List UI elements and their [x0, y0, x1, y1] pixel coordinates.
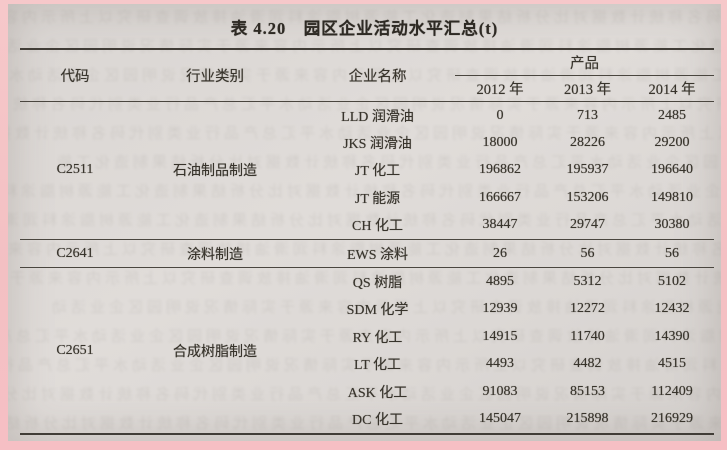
code-cell: C2641 — [20, 238, 130, 268]
table-title: 表 4.20 园区企业活动水平汇总(t) — [230, 19, 499, 38]
industry-cell: 涂料制造 — [130, 238, 300, 268]
industry-cell: 合成树脂制造 — [130, 267, 300, 434]
header-code: 代码 — [20, 49, 130, 102]
enterprise-cell: JT 化工 — [354, 164, 401, 180]
industry-cell: 石油制品制造 — [173, 164, 257, 180]
table-row: RY 化工 14915 11740 14390 — [20, 323, 714, 350]
value-cell: 56 — [545, 238, 630, 268]
table-row: C2511 石油制品制造 LLD 润滑油 0 713 2485 — [20, 102, 714, 180]
table-row: SDM 化学 12939 12272 12432 — [20, 296, 714, 323]
header-product-group: 产品 — [455, 49, 714, 76]
enterprise-cell: JT 能源 — [354, 191, 401, 207]
value-cell: 5102 — [630, 267, 714, 296]
table-header: 代码 行业类别 企业名称 产品 2012 年 2013 年 2014 年 — [20, 49, 714, 102]
table-row: DC 化工 145047 215898 216929 — [20, 405, 714, 433]
table-row: C2651 合成树脂制造 QS 树脂 4895 5312 5102 — [20, 267, 714, 434]
value-cell: 4515 — [658, 356, 686, 372]
value-cell: 145047 — [479, 410, 521, 426]
value-cell: 4482 — [573, 356, 602, 372]
table-row: JT 能源 166667 153206 149810 — [20, 184, 714, 211]
value-cell: 14915 — [482, 328, 518, 344]
enterprise-cell: CH 化工 — [352, 219, 403, 235]
enterprise-cell: ASK 化工 — [347, 385, 408, 401]
header-industry: 行业类别 — [130, 49, 300, 102]
value-cell: 30380 — [654, 217, 690, 233]
value-cell: 196862 — [479, 162, 521, 178]
value-cell: 29747 — [570, 217, 605, 233]
value-cell: 12432 — [654, 301, 690, 317]
enterprise-cell: LLD 润滑油 — [341, 109, 414, 125]
value-cell: 195937 — [566, 162, 609, 178]
value-cell: 4493 — [486, 356, 514, 372]
value-cell: 85153 — [570, 383, 605, 399]
value-cell: 112409 — [651, 383, 693, 399]
activity-summary-table: 代码 行业类别 企业名称 产品 2012 年 2013 年 2014 年 C25… — [20, 48, 714, 435]
table-row: JKS 润滑油 18000 28226 29200 — [20, 129, 714, 156]
scanned-page: 园区企业活动水平汇总产品行业类别代码名称统计数据对比分析结果制造化工能源树脂涂料… — [8, 4, 721, 441]
value-cell: 12939 — [482, 301, 518, 317]
value-cell: 28226 — [570, 135, 605, 151]
code-cell: C2651 — [20, 267, 130, 434]
enterprise-cell: LT 化工 — [353, 358, 402, 374]
enterprise-cell: JKS 润滑油 — [343, 137, 412, 153]
value-cell: 38447 — [482, 217, 518, 233]
value-cell: 153206 — [566, 189, 609, 205]
value-cell: 0 — [496, 107, 504, 123]
table-row: ASK 化工 91083 85153 112409 — [20, 378, 714, 405]
value-cell: 18000 — [482, 135, 518, 151]
header-year-2012: 2012 年 — [455, 75, 545, 102]
value-cell: 216929 — [651, 410, 693, 426]
value-cell: 196640 — [651, 162, 693, 178]
value-cell: 56 — [630, 238, 714, 268]
value-cell: 5312 — [545, 267, 630, 296]
enterprise-cell: RY 化工 — [352, 330, 403, 346]
table-row: LT 化工 4493 4482 4515 — [20, 351, 714, 378]
table-row: CH 化工 38447 29747 30380 — [20, 212, 714, 240]
value-cell: 11740 — [570, 328, 605, 344]
table-row: C2641 涂料制造 EWS 涂料 26 56 56 — [20, 238, 714, 268]
header-enterprise: 企业名称 — [300, 49, 455, 102]
enterprise-cell: QS 树脂 — [300, 267, 455, 296]
value-cell: 26 — [455, 238, 545, 268]
enterprise-cell: SDM 化学 — [346, 303, 409, 319]
value-cell: 149810 — [651, 189, 693, 205]
enterprise-cell: EWS 涂料 — [300, 238, 455, 268]
value-cell: 713 — [577, 107, 598, 123]
value-cell: 91083 — [482, 383, 518, 399]
table-row: JT 化工 196862 195937 196640 — [20, 157, 714, 184]
value-cell: 4895 — [455, 267, 545, 296]
enterprise-cell: DC 化工 — [352, 412, 403, 428]
table-body: C2511 石油制品制造 LLD 润滑油 0 713 2485 JKS 润滑油 18000 28… — [20, 102, 714, 434]
value-cell: 29200 — [654, 135, 690, 151]
value-cell: 2485 — [658, 107, 686, 123]
value-cell: 166667 — [479, 189, 521, 205]
value-cell: 215898 — [566, 410, 609, 426]
value-cell: 12272 — [570, 301, 605, 317]
header-year-2014: 2014 年 — [630, 75, 714, 102]
code-cell: C2511 — [56, 162, 94, 178]
value-cell: 14390 — [654, 328, 690, 344]
header-year-2013: 2013 年 — [545, 75, 630, 102]
